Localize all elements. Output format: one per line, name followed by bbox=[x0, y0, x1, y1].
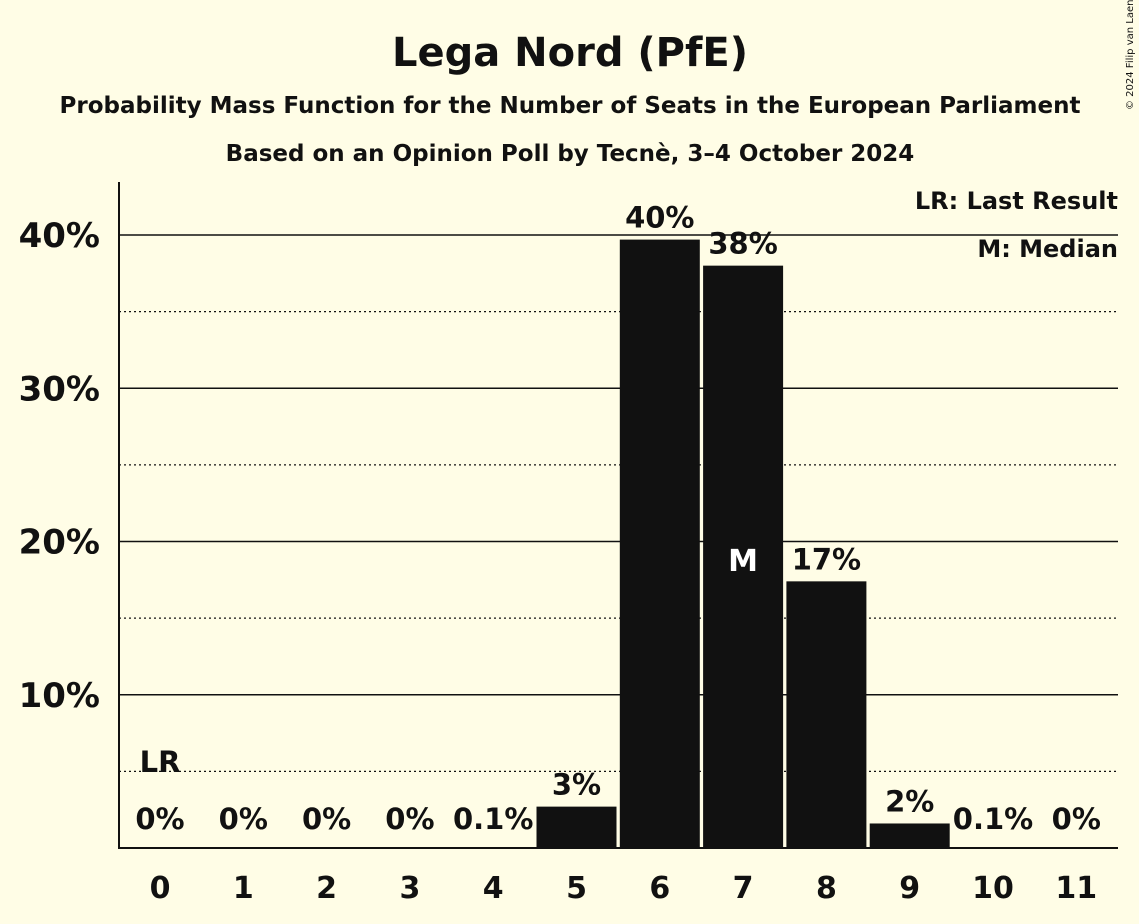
copyright: © 2024 Filip van Laenen bbox=[1125, 0, 1136, 110]
chart-subtitle-2: Based on an Opinion Poll by Tecnè, 3–4 O… bbox=[226, 141, 915, 167]
bar bbox=[703, 265, 784, 848]
bar bbox=[619, 239, 700, 848]
y-tick-label: 40% bbox=[19, 216, 100, 256]
y-tick-label: 30% bbox=[19, 369, 100, 409]
data-label: 3% bbox=[552, 768, 601, 802]
x-tick-label: 3 bbox=[399, 871, 420, 906]
x-tick-label: 9 bbox=[899, 871, 920, 906]
y-tick-label: 20% bbox=[19, 523, 100, 563]
x-tick-label: 10 bbox=[972, 871, 1014, 906]
x-tick-label: 1 bbox=[233, 871, 254, 906]
x-tick-label: 6 bbox=[649, 871, 670, 906]
data-label: 0.1% bbox=[453, 802, 533, 836]
legend-last-result: LR: Last Result bbox=[915, 187, 1118, 215]
x-tick-label: 7 bbox=[733, 871, 754, 906]
data-label: 0% bbox=[1052, 802, 1101, 836]
data-label: 2% bbox=[885, 784, 934, 818]
data-label: 0% bbox=[135, 802, 184, 836]
data-label: 40% bbox=[625, 201, 694, 235]
x-tick-label: 8 bbox=[816, 871, 837, 906]
bar bbox=[869, 823, 950, 848]
legend-median: M: Median bbox=[977, 235, 1118, 263]
median-marker: M bbox=[728, 544, 758, 579]
x-tick-label: 0 bbox=[150, 871, 171, 906]
bar bbox=[786, 581, 867, 848]
chart-subtitle: Probability Mass Function for the Number… bbox=[60, 93, 1081, 119]
last-result-marker: LR bbox=[140, 745, 181, 779]
data-label: 17% bbox=[792, 542, 861, 576]
x-tick-label: 5 bbox=[566, 871, 587, 906]
x-tick-label: 11 bbox=[1055, 871, 1097, 906]
x-tick-label: 2 bbox=[316, 871, 337, 906]
data-label: 0.1% bbox=[953, 802, 1033, 836]
x-tick-label: 4 bbox=[483, 871, 504, 906]
data-label: 0% bbox=[385, 802, 434, 836]
data-label: 0% bbox=[219, 802, 268, 836]
chart-title: Lega Nord (PfE) bbox=[392, 30, 748, 76]
bar bbox=[536, 806, 617, 848]
data-label: 38% bbox=[708, 227, 777, 261]
data-label: 0% bbox=[302, 802, 351, 836]
y-tick-label: 10% bbox=[19, 676, 100, 716]
